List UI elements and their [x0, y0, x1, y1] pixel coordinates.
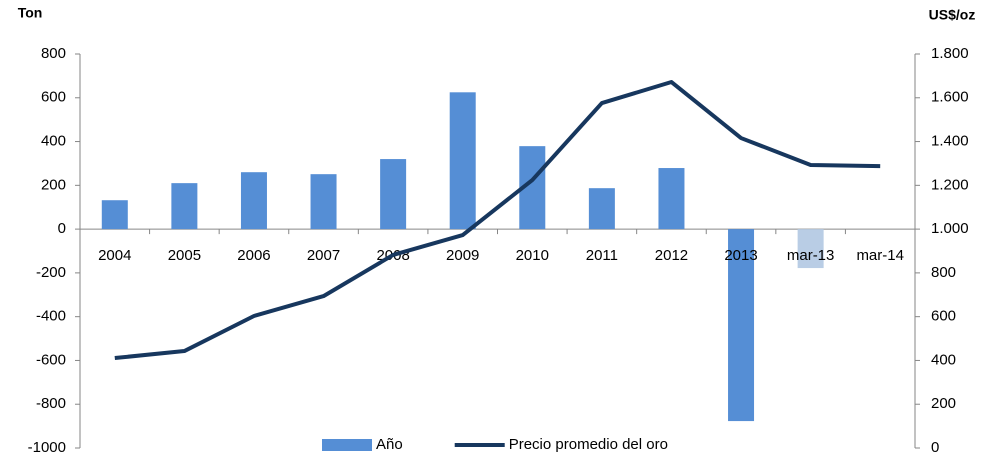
- x-tick-label: 2004: [98, 247, 131, 264]
- y-tick-label: -1000: [28, 439, 66, 456]
- y-tick-label: 800: [41, 45, 66, 62]
- y2-tick-label: 800: [931, 264, 956, 281]
- y2-tick-label: 1.200: [931, 176, 969, 193]
- y2-tick-label: 200: [931, 395, 956, 412]
- y2-tick-label: 400: [931, 351, 956, 368]
- bar: [588, 188, 615, 230]
- y-tick-label: 600: [41, 89, 66, 106]
- x-tick-label: 2007: [307, 247, 340, 264]
- x-tick-label: mar-13: [787, 247, 835, 264]
- bar: [171, 183, 198, 230]
- legend-label: Año: [376, 436, 403, 453]
- bar: [797, 229, 824, 269]
- x-tick-label: 2013: [724, 247, 757, 264]
- x-tick-label: 2012: [655, 247, 688, 264]
- y-tick-label: 0: [58, 220, 66, 237]
- legend-swatch: [322, 439, 372, 451]
- y2-tick-label: 1.800: [931, 45, 969, 62]
- bar: [240, 172, 267, 230]
- bar: [380, 159, 407, 230]
- y2-axis-title: US$/oz: [929, 7, 976, 23]
- x-tick-label: 2010: [516, 247, 549, 264]
- legend-label: Precio promedio del oro: [509, 436, 668, 453]
- y2-tick-label: 1.400: [931, 133, 969, 150]
- x-tick-label: 2011: [586, 247, 618, 264]
- y2-tick-label: 1.600: [931, 89, 969, 106]
- line: [114, 80, 881, 361]
- y-tick-label: -800: [36, 395, 66, 412]
- y-tick-label: -400: [36, 308, 66, 325]
- y-axis-title: Ton: [18, 5, 43, 21]
- bar: [449, 92, 476, 230]
- bar: [310, 174, 337, 230]
- x-tick-label: 2006: [237, 247, 270, 264]
- bar: [728, 229, 755, 422]
- y-tick-label: 400: [41, 133, 66, 150]
- y2-tick-label: 0: [931, 439, 939, 456]
- x-tick-label: 2009: [446, 247, 479, 264]
- x-tick-label: 2005: [168, 247, 201, 264]
- bar: [658, 168, 685, 230]
- y-tick-label: -200: [36, 264, 66, 281]
- y2-tick-label: 1.000: [931, 220, 969, 237]
- bar: [101, 200, 128, 230]
- x-tick-label: mar-14: [856, 247, 904, 264]
- y-tick-label: 200: [41, 176, 66, 193]
- y-tick-label: -600: [36, 351, 66, 368]
- y2-tick-label: 600: [931, 308, 956, 325]
